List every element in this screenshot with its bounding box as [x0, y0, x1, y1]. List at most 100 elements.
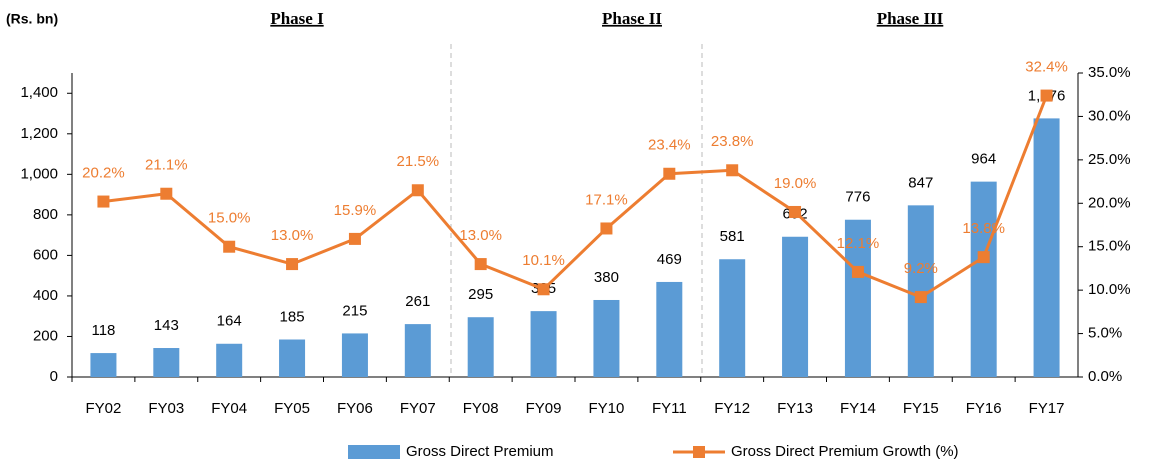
line-value-label: 13.8% — [962, 220, 1005, 237]
line-marker — [851, 265, 864, 278]
bar — [216, 343, 243, 377]
line-marker — [1040, 89, 1053, 102]
phase-label: Phase I — [270, 9, 324, 28]
line-value-label: 17.1% — [585, 191, 628, 208]
line-marker — [474, 258, 487, 271]
bar — [279, 339, 306, 377]
bar — [530, 311, 557, 377]
bar — [404, 324, 431, 377]
bar-value-label: 964 — [971, 151, 996, 168]
line-marker — [223, 240, 236, 253]
line-marker — [286, 258, 299, 271]
bar — [467, 317, 494, 377]
y-tick-label: 600 — [33, 246, 58, 263]
legend-swatch — [348, 445, 400, 459]
y-tick-label: 1,400 — [20, 84, 58, 101]
x-tick-label: FY15 — [903, 400, 939, 417]
line-value-label: 23.4% — [648, 137, 691, 154]
line-marker — [663, 167, 676, 180]
bar-value-label: 118 — [91, 322, 115, 339]
bar — [970, 181, 997, 377]
y2-tick-label: 25.0% — [1088, 151, 1131, 168]
bar-value-label: 215 — [342, 302, 367, 319]
bar — [844, 219, 871, 377]
bar — [782, 236, 809, 377]
y2-tick-label: 20.0% — [1088, 194, 1131, 211]
line-value-label: 32.4% — [1025, 59, 1068, 76]
line-marker — [789, 205, 802, 218]
x-tick-label: FY13 — [777, 400, 813, 417]
y2-tick-label: 35.0% — [1088, 64, 1131, 81]
x-tick-label: FY14 — [840, 400, 876, 417]
line-value-label: 21.5% — [397, 153, 440, 170]
bar — [1033, 118, 1060, 377]
line-value-label: 20.2% — [82, 165, 125, 182]
x-tick-label: FY05 — [274, 400, 310, 417]
line-marker — [411, 184, 424, 197]
x-tick-label: FY16 — [966, 400, 1002, 417]
bar-value-label: 185 — [280, 308, 305, 325]
bar-value-label: 847 — [908, 174, 933, 191]
y-tick-label: 0 — [50, 368, 58, 385]
phase-label: Phase II — [602, 9, 662, 28]
y-tick-label: 1,000 — [20, 165, 58, 182]
x-tick-label: FY02 — [86, 400, 122, 417]
line-value-label: 13.0% — [271, 227, 314, 244]
line-value-label: 10.1% — [522, 252, 565, 269]
line — [103, 95, 1048, 299]
y-tick-label: 400 — [33, 287, 58, 304]
x-tick-label: FY08 — [463, 400, 499, 417]
x-tick-label: FY03 — [148, 400, 184, 417]
bar — [656, 281, 683, 377]
line-marker — [726, 164, 739, 177]
legend-label: Gross Direct Premium Growth (%) — [731, 443, 959, 460]
line-value-label: 15.9% — [334, 202, 377, 219]
line-value-label: 23.8% — [711, 133, 754, 150]
y2-tick-label: 5.0% — [1088, 325, 1122, 342]
x-tick-label: FY12 — [714, 400, 750, 417]
y2-tick-label: 10.0% — [1088, 281, 1131, 298]
x-tick-label: FY04 — [211, 400, 247, 417]
line-marker — [600, 222, 613, 235]
bar-value-label: 380 — [594, 269, 619, 286]
bar — [719, 259, 746, 377]
bar — [153, 348, 180, 377]
unit-label: (Rs. bn) — [6, 11, 58, 27]
bar-value-label: 776 — [845, 189, 870, 206]
line-value-label: 12.1% — [837, 235, 880, 252]
x-tick-label: FY06 — [337, 400, 373, 417]
bar-value-label: 295 — [468, 286, 493, 303]
bar — [90, 353, 117, 377]
y-tick-label: 1,200 — [20, 125, 58, 142]
y2-tick-label: 0.0% — [1088, 368, 1122, 385]
y2-tick-label: 30.0% — [1088, 107, 1131, 124]
bar-value-label: 164 — [217, 313, 242, 330]
legend-label: Gross Direct Premium — [406, 443, 554, 460]
bar-value-label: 469 — [657, 251, 682, 268]
line-value-label: 19.0% — [774, 175, 817, 192]
bar — [341, 333, 368, 377]
y2-tick-label: 15.0% — [1088, 238, 1131, 255]
bar-value-label: 143 — [154, 317, 179, 334]
x-tick-label: FY10 — [589, 400, 625, 417]
bar-value-label: 581 — [720, 228, 745, 245]
bar — [593, 299, 620, 377]
phase-label: Phase III — [877, 9, 944, 28]
line-marker — [348, 232, 361, 245]
line-marker — [160, 187, 173, 200]
y-tick-label: 200 — [33, 327, 58, 344]
line-value-label: 9.2% — [904, 260, 938, 277]
bar-value-label: 261 — [405, 293, 430, 310]
line-marker — [97, 195, 110, 208]
x-tick-label: FY09 — [526, 400, 562, 417]
line-marker — [914, 291, 927, 304]
x-tick-label: FY07 — [400, 400, 436, 417]
line-value-label: 21.1% — [145, 157, 188, 174]
legend-swatch — [693, 446, 705, 458]
line-marker — [977, 251, 990, 264]
x-tick-label: FY11 — [652, 400, 687, 417]
line-value-label: 15.0% — [208, 210, 251, 227]
y-tick-label: 800 — [33, 206, 58, 223]
line-value-label: 13.0% — [459, 227, 502, 244]
